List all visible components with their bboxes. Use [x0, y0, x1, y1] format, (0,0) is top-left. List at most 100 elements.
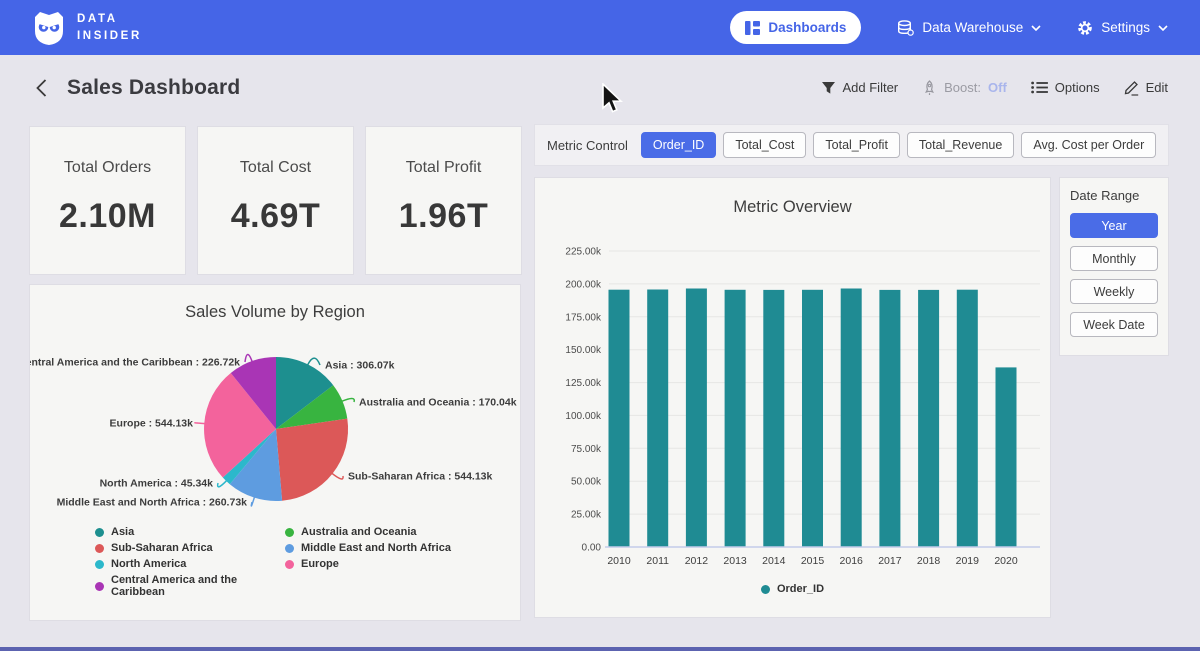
- legend-label: Order_ID: [777, 583, 824, 595]
- chevron-down-icon: [1031, 25, 1041, 31]
- pie-chart-title: Sales Volume by Region: [30, 285, 520, 322]
- bar-legend: Order_ID: [535, 583, 1050, 595]
- date-range-panel: Date Range Year Monthly Weekly Week Date: [1060, 178, 1168, 355]
- add-filter-label: Add Filter: [843, 80, 899, 95]
- bar-chart-title: Metric Overview: [535, 178, 1050, 217]
- date-range-option-week-date[interactable]: Week Date: [1070, 312, 1158, 337]
- legend-dot: [285, 544, 294, 553]
- kpi-value: 1.96T: [399, 197, 488, 236]
- svg-text:175.00k: 175.00k: [565, 312, 602, 323]
- dashboards-label: Dashboards: [768, 20, 846, 35]
- data-warehouse-menu[interactable]: Data Warehouse: [897, 20, 1041, 36]
- legend-label: Asia: [111, 526, 134, 538]
- page-title: Sales Dashboard: [67, 76, 240, 100]
- back-button[interactable]: [32, 75, 51, 101]
- kpi-row: Total Orders 2.10M Total Cost 4.69T Tota…: [30, 127, 521, 274]
- metric-option-order-id[interactable]: Order_ID: [641, 132, 716, 158]
- app-logo[interactable]: DATA INSIDER: [32, 10, 142, 46]
- dashboards-button[interactable]: Dashboards: [730, 11, 861, 44]
- legend-label: Middle East and North Africa: [301, 542, 451, 554]
- add-filter-button[interactable]: Add Filter: [821, 80, 899, 95]
- svg-text:2020: 2020: [994, 555, 1018, 567]
- date-range-label: Date Range: [1070, 188, 1158, 203]
- legend-dot: [95, 544, 104, 553]
- legend-dot: [285, 528, 294, 537]
- svg-text:2013: 2013: [723, 555, 747, 567]
- svg-text:2015: 2015: [801, 555, 825, 567]
- legend-item-middle-east-and-north-africa: Middle East and North Africa: [285, 542, 451, 554]
- data-warehouse-label: Data Warehouse: [922, 20, 1023, 35]
- svg-text:Sub-Saharan Africa : 544.13k: Sub-Saharan Africa : 544.13k: [348, 471, 492, 483]
- database-icon: [897, 20, 914, 36]
- kpi-value: 2.10M: [59, 197, 156, 236]
- boost-label: Boost:: [944, 80, 981, 95]
- svg-text:100.00k: 100.00k: [565, 411, 602, 422]
- date-range-buttons: Year Monthly Weekly Week Date: [1070, 213, 1158, 337]
- date-range-option-monthly[interactable]: Monthly: [1070, 246, 1158, 271]
- kpi-label: Total Orders: [64, 159, 151, 177]
- svg-text:2012: 2012: [685, 555, 709, 567]
- pie-legend-column-2: Australia and Oceania Middle East and Nor…: [285, 526, 451, 598]
- options-button[interactable]: Options: [1031, 80, 1100, 95]
- metric-option-total-cost[interactable]: Total_Cost: [723, 132, 806, 158]
- kpi-card-total-profit: Total Profit 1.96T: [366, 127, 521, 274]
- svg-text:2011: 2011: [646, 555, 669, 567]
- metric-control-buttons: Order_ID Total_Cost Total_Profit Total_Reve…: [641, 132, 1156, 158]
- legend-item-europe: Europe: [285, 558, 451, 570]
- pie-chart[interactable]: Asia : 306.07kAustralia and Oceania : 17…: [30, 336, 520, 514]
- gear-icon: [1077, 20, 1093, 36]
- metric-option-avg-cost-per-order[interactable]: Avg. Cost per Order: [1021, 132, 1156, 158]
- svg-text:225.00k: 225.00k: [565, 247, 602, 258]
- rocket-icon: [922, 80, 937, 96]
- metric-option-total-revenue[interactable]: Total_Revenue: [907, 132, 1014, 158]
- svg-text:Central America and the Caribb: Central America and the Caribbean : 226.…: [30, 357, 240, 369]
- pie-legend-column-1: Asia Sub-Saharan Africa North America Centr…: [95, 526, 285, 598]
- pencil-icon: [1124, 80, 1139, 96]
- legend-item-central-america-and-the-caribbean: Central America and the Caribbean: [95, 574, 285, 598]
- metric-option-total-profit[interactable]: Total_Profit: [813, 132, 900, 158]
- svg-text:Middle East and North Africa :: Middle East and North Africa : 260.73k: [57, 497, 248, 509]
- legend-dot: [95, 582, 104, 591]
- svg-text:25.00k: 25.00k: [571, 510, 602, 521]
- settings-menu[interactable]: Settings: [1077, 20, 1168, 36]
- legend-label: Europe: [301, 558, 339, 570]
- kpi-card-total-orders: Total Orders 2.10M: [30, 127, 185, 274]
- boost-toggle[interactable]: Boost: Off: [922, 80, 1007, 96]
- legend-item-north-america: North America: [95, 558, 285, 570]
- legend-label: North America: [111, 558, 186, 570]
- chevron-down-icon: [1158, 25, 1168, 31]
- navbar-menu: Dashboards Data Warehouse: [730, 11, 1168, 44]
- svg-text:2018: 2018: [917, 555, 941, 567]
- kpi-label: Total Profit: [406, 159, 482, 177]
- bar-chart[interactable]: 0.0025.00k50.00k75.00k100.00k125.00k150.…: [543, 239, 1042, 571]
- sales-dashboard-screen: DATA INSIDER Dashboards D: [0, 0, 1200, 651]
- bottom-accent-strip: [0, 647, 1200, 651]
- legend-dot: [761, 585, 770, 594]
- legend-item-australia-and-oceania: Australia and Oceania: [285, 526, 451, 538]
- svg-text:2010: 2010: [607, 555, 631, 567]
- metric-overview-card: Metric Overview 0.0025.00k50.00k75.00k10…: [535, 178, 1050, 617]
- metric-control-label: Metric Control: [547, 138, 628, 153]
- svg-text:2019: 2019: [956, 555, 980, 567]
- sales-volume-card: Sales Volume by Region Asia : 306.07kAus…: [30, 285, 520, 620]
- boost-value: Off: [988, 80, 1007, 95]
- svg-text:North America : 45.34k: North America : 45.34k: [100, 478, 214, 490]
- date-range-option-year[interactable]: Year: [1070, 213, 1158, 238]
- logo-text: DATA INSIDER: [77, 11, 142, 44]
- page-header: Sales Dashboard Add Filter Boost: Off: [0, 55, 1200, 120]
- edit-button[interactable]: Edit: [1124, 80, 1168, 96]
- legend-dot: [95, 528, 104, 537]
- svg-text:Europe : 544.13k: Europe : 544.13k: [110, 418, 194, 430]
- svg-text:75.00k: 75.00k: [571, 444, 602, 455]
- svg-text:Australia and Oceania : 170.04: Australia and Oceania : 170.04k: [359, 397, 517, 409]
- options-label: Options: [1055, 80, 1100, 95]
- edit-label: Edit: [1146, 80, 1168, 95]
- settings-label: Settings: [1101, 20, 1150, 35]
- legend-item-sub-saharan-africa: Sub-Saharan Africa: [95, 542, 285, 554]
- legend-label: Sub-Saharan Africa: [111, 542, 213, 554]
- svg-text:125.00k: 125.00k: [565, 378, 602, 389]
- filter-funnel-icon: [821, 81, 836, 95]
- kpi-label: Total Cost: [240, 159, 311, 177]
- date-range-option-weekly[interactable]: Weekly: [1070, 279, 1158, 304]
- owl-logo-icon: [32, 10, 66, 46]
